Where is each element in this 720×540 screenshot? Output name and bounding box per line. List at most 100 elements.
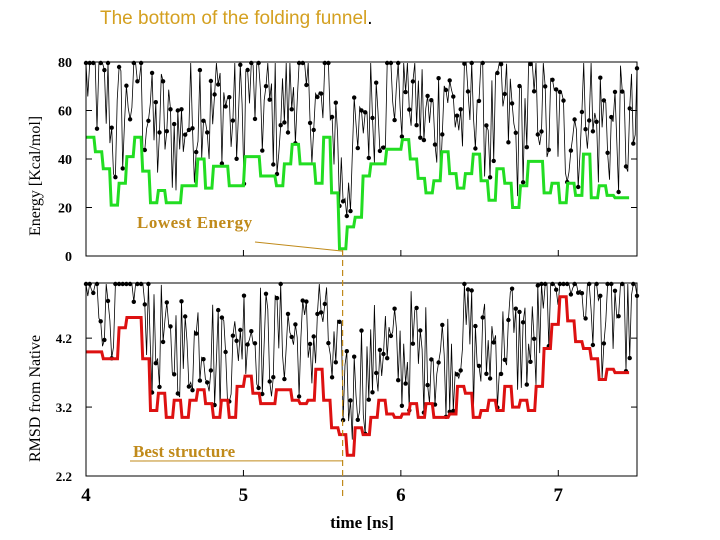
- energy-data-point: [164, 129, 169, 134]
- rmsd-data-point: [186, 384, 192, 389]
- energy-data-point: [531, 89, 537, 94]
- energy-data-point: [546, 147, 551, 152]
- time-x-tick-label: 6: [396, 485, 406, 506]
- energy-data-point: [146, 118, 151, 124]
- energy-y-tick-label: 80: [58, 56, 72, 71]
- rmsd-data-point: [194, 331, 199, 336]
- rmsd-data-point: [554, 287, 559, 292]
- energy-data-point: [142, 147, 147, 153]
- energy-data-point: [454, 113, 460, 118]
- energy-data-point: [495, 70, 500, 76]
- energy-data-point: [377, 148, 383, 154]
- rmsd-data-point: [249, 329, 254, 334]
- rmsd-data-point: [91, 290, 96, 296]
- rmsd-data-point: [337, 319, 342, 324]
- energy-data-point: [498, 61, 504, 67]
- rmsd-data-point: [315, 311, 320, 317]
- rmsd-data-point: [208, 368, 214, 373]
- rmsd-data-point: [594, 281, 599, 287]
- rmsd-data-point: [263, 291, 269, 296]
- energy-data-point: [282, 120, 287, 125]
- energy-data-point: [113, 175, 118, 180]
- rmsd-panel: 2.2 3.2 4.2 4 5 6 7 RMSD from Native time [ns…: [27, 250, 640, 532]
- energy-data-point: [535, 132, 540, 137]
- energy-data-point: [631, 141, 636, 146]
- rmsd-x-ticks: 4 5 6 7: [81, 250, 564, 506]
- rmsd-data-point: [230, 333, 236, 338]
- energy-data-point: [524, 145, 529, 150]
- rmsd-data-point: [509, 286, 515, 291]
- rmsd-data-point: [502, 357, 507, 362]
- energy-data-point: [352, 95, 357, 100]
- energy-data-point: [238, 62, 243, 67]
- rmsd-data-point: [568, 292, 574, 297]
- energy-data-point: [407, 107, 412, 112]
- energy-data-point: [201, 118, 206, 124]
- slide-title: The bottom of the folding funnel.: [100, 8, 373, 30]
- rmsd-data-point: [348, 398, 353, 403]
- energy-data-point: [598, 75, 603, 80]
- rmsd-data-point: [392, 306, 397, 311]
- energy-data-point: [249, 60, 254, 66]
- rmsd-data-point: [462, 281, 467, 287]
- energy-data-point: [557, 89, 563, 95]
- rmsd-data-point: [190, 388, 195, 393]
- rmsd-data-point: [403, 381, 408, 386]
- energy-data-point: [506, 140, 511, 145]
- energy-data-point: [245, 67, 250, 73]
- energy-data-point: [326, 60, 331, 66]
- lowest-energy-pointer: [254, 241, 343, 252]
- rmsd-data-point: [576, 290, 581, 295]
- energy-data-point: [216, 82, 221, 87]
- rmsd-y-tick-label: 4.2: [56, 331, 72, 346]
- energy-data-point: [234, 156, 239, 161]
- rmsd-data-point: [385, 356, 390, 361]
- rmsd-data-point: [579, 291, 585, 296]
- rmsd-data-point: [583, 316, 588, 321]
- rmsd-data-point: [131, 299, 136, 304]
- energy-data-point: [120, 166, 125, 171]
- time-x-tick-label: 4: [81, 485, 91, 506]
- energy-data-point: [517, 83, 522, 89]
- rmsd-data-point: [271, 375, 276, 380]
- rmsd-data-point: [381, 351, 386, 357]
- energy-data-point: [105, 60, 111, 66]
- rmsd-data-point: [157, 384, 162, 390]
- energy-data-point: [300, 60, 305, 66]
- rmsd-data-point: [454, 372, 460, 377]
- energy-data-point: [612, 89, 618, 95]
- rmsd-data-point: [429, 357, 434, 362]
- rmsd-data-point: [451, 408, 456, 414]
- energy-minimum-line: [86, 135, 630, 251]
- rmsd-data-point: [520, 320, 526, 325]
- rmsd-data-point: [300, 298, 305, 303]
- energy-data-point: [520, 180, 526, 185]
- energy-data-point: [616, 189, 621, 195]
- rmsd-data-point: [160, 339, 166, 345]
- rmsd-data-point: [164, 300, 169, 305]
- energy-y-tick-label: 60: [58, 105, 72, 120]
- energy-data-point: [252, 116, 258, 122]
- energy-data-point: [572, 117, 577, 122]
- time-x-tick-label: 5: [239, 485, 249, 506]
- rmsd-data-point: [311, 334, 316, 339]
- rmsd-trace: [83, 281, 640, 440]
- rmsd-data-point: [289, 334, 294, 340]
- rmsd-data-point: [396, 378, 401, 383]
- energy-data-point: [579, 109, 585, 115]
- best-structure-annotation: Best structure: [133, 442, 236, 461]
- rmsd-data-point: [322, 301, 327, 307]
- rmsd-data-point: [487, 376, 493, 381]
- energy-data-point: [425, 93, 430, 99]
- energy-data-point: [513, 130, 518, 135]
- energy-data-point: [568, 148, 574, 153]
- rmsd-data-point: [631, 281, 636, 287]
- rmsd-data-point: [399, 403, 405, 408]
- energy-data-point: [153, 100, 158, 105]
- energy-data-point: [109, 125, 114, 130]
- energy-data-point: [256, 60, 261, 66]
- energy-panel: 0 20 40 60 80 Energy [Kcal/mol] Lowest Energ…: [27, 56, 640, 265]
- energy-data-point: [98, 60, 103, 66]
- rmsd-data-point: [172, 372, 177, 377]
- rmsd-y-ticks: 2.2 3.2 4.2: [56, 331, 637, 484]
